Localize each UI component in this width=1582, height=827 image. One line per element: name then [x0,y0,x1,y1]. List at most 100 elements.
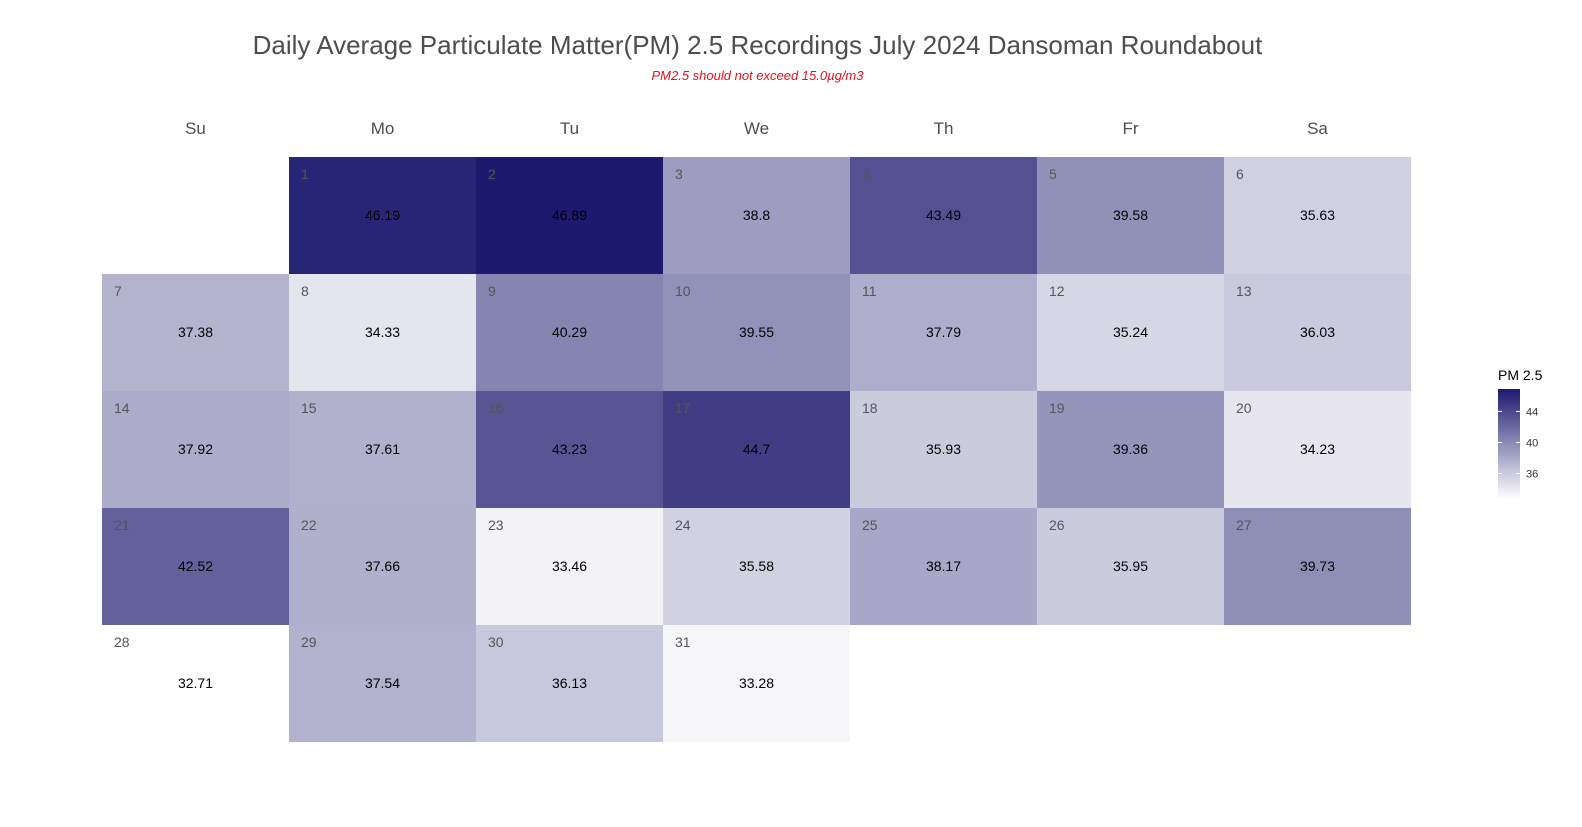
value-label: 38.17 [926,558,961,574]
value-label: 43.23 [552,441,587,457]
day-number-label: 2 [488,166,496,182]
value-label: 35.63 [1300,207,1335,223]
day-cell [663,508,850,625]
day-cell [289,157,476,274]
day-cell [663,274,850,391]
day-cell [289,508,476,625]
day-number-label: 15 [301,400,317,416]
day-cell [476,391,663,508]
chart-title: Daily Average Particulate Matter(PM) 2.5… [252,30,1263,60]
day-cell [1224,274,1411,391]
day-number-label: 10 [675,283,691,299]
value-label: 39.55 [739,324,774,340]
day-number-label: 13 [1236,283,1252,299]
day-number-label: 19 [1049,400,1065,416]
day-number-label: 25 [862,517,878,533]
day-number-label: 27 [1236,517,1252,533]
legend-tick-label: 36 [1526,468,1538,480]
day-number-label: 7 [114,283,122,299]
value-label: 34.33 [365,324,400,340]
day-cell [1037,274,1224,391]
value-label: 36.13 [552,675,587,691]
day-cell [1224,391,1411,508]
day-cell [476,625,663,742]
weekday-label: Mo [371,119,395,138]
value-label: 39.73 [1300,558,1335,574]
day-number-label: 18 [862,400,878,416]
day-cell [476,274,663,391]
day-cell [1037,508,1224,625]
day-number-label: 11 [862,283,877,299]
day-number-label: 5 [1049,166,1057,182]
day-cell [102,391,289,508]
weekday-label: We [744,119,769,138]
chart-subtitle: PM2.5 should not exceed 15.0µg/m3 [651,68,864,83]
day-cell [1037,157,1224,274]
value-label: 42.52 [178,558,213,574]
day-number-label: 29 [301,634,317,650]
value-label: 36.03 [1300,324,1335,340]
day-cell [102,508,289,625]
day-number-label: 4 [862,166,870,182]
value-label: 35.24 [1113,324,1148,340]
day-number-label: 3 [675,166,683,182]
day-cell [663,157,850,274]
value-label: 32.71 [178,675,213,691]
weekday-label: Tu [560,119,579,138]
weekday-label: Su [185,119,206,138]
day-number-label: 17 [675,400,691,416]
value-label: 35.58 [739,558,774,574]
day-cell [289,625,476,742]
day-number-label: 9 [488,283,496,299]
day-number-label: 23 [488,517,504,533]
value-label: 37.92 [178,441,213,457]
value-label: 40.29 [552,324,587,340]
day-number-label: 14 [114,400,130,416]
value-label: 39.36 [1113,441,1148,457]
day-number-label: 24 [675,517,691,533]
legend-tick-label: 44 [1526,406,1538,418]
legend-colorbar [1498,389,1520,499]
value-label: 39.58 [1113,207,1148,223]
day-cell [476,508,663,625]
day-number-label: 1 [301,166,309,182]
day-number-label: 31 [675,634,691,650]
day-cell [850,391,1037,508]
value-label: 37.38 [178,324,213,340]
day-cell [850,157,1037,274]
day-cell [289,391,476,508]
day-number-label: 8 [301,283,309,299]
day-cell [1224,508,1411,625]
day-number-label: 12 [1049,283,1065,299]
value-label: 35.93 [926,441,961,457]
weekday-label: Fr [1122,119,1138,138]
day-cell [102,625,289,742]
day-number-label: 28 [114,634,130,650]
day-cell [102,274,289,391]
value-label: 34.23 [1300,441,1335,457]
day-cell [476,157,663,274]
legend-title: PM 2.5 [1498,367,1543,383]
value-label: 46.19 [365,207,400,223]
value-label: 37.66 [365,558,400,574]
day-cell [1224,157,1411,274]
value-label: 33.28 [739,675,774,691]
day-cell [289,274,476,391]
day-number-label: 20 [1236,400,1252,416]
day-number-label: 6 [1236,166,1244,182]
value-label: 43.49 [926,207,961,223]
day-number-label: 21 [114,517,130,533]
weekday-label: Th [934,119,954,138]
value-label: 44.7 [743,441,770,457]
value-label: 38.8 [743,207,770,223]
weekday-label: Sa [1307,119,1328,138]
day-number-label: 22 [301,517,317,533]
day-cell [850,508,1037,625]
value-label: 37.61 [365,441,400,457]
day-cell [850,274,1037,391]
day-cell [663,625,850,742]
legend-tick-label: 40 [1526,437,1538,449]
day-cell [663,391,850,508]
